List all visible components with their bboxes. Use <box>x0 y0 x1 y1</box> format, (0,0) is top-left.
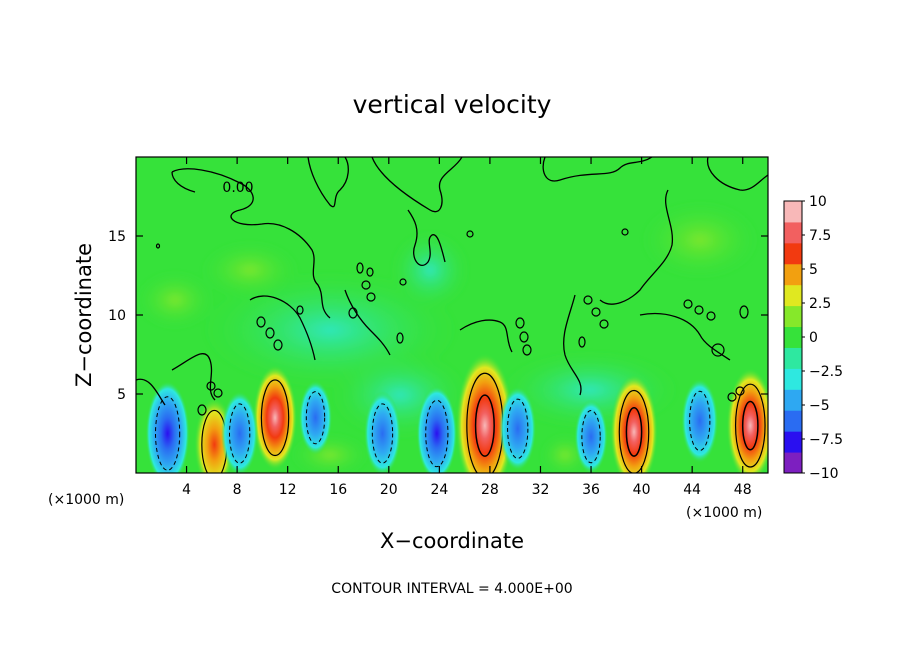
colorbar-segment <box>784 284 802 307</box>
colorbar-label: −2.5 <box>809 364 843 380</box>
downdraft-cell <box>574 399 608 473</box>
updraft-cell <box>253 365 298 471</box>
downdraft-contour <box>305 391 326 445</box>
colorbar-segment <box>784 221 802 244</box>
chart-title: vertical velocity <box>353 90 552 119</box>
downdraft-contour <box>371 403 394 464</box>
field-shading <box>136 200 760 473</box>
updraft-cell <box>455 352 514 473</box>
downdraft-cell <box>298 380 333 455</box>
x-unit-label-right: (×1000 m) <box>686 505 762 521</box>
y-axis: 5 10 15 <box>108 229 768 403</box>
colorbar-label: −5 <box>809 398 830 414</box>
x-tick-label: 48 <box>734 482 752 498</box>
x-axis: 4 8 12 16 20 24 28 32 36 40 44 48 <box>182 157 752 498</box>
x-tick-label: 12 <box>279 482 297 498</box>
downdraft-cell <box>499 386 537 472</box>
downdraft-contour <box>507 398 529 459</box>
updraft-contour-inner <box>741 400 759 451</box>
x-tick-label: 44 <box>683 482 701 498</box>
colorbar-label: 0 <box>809 330 818 346</box>
y-tick-label: 5 <box>117 387 126 403</box>
updraft-cell <box>726 368 768 473</box>
downdraft-contour <box>425 399 449 468</box>
downdraft-contour <box>155 396 181 471</box>
x-tick-label: 32 <box>532 482 550 498</box>
colorbar-segment <box>784 431 802 453</box>
colorbar-segment <box>784 263 802 286</box>
contour-interval-text: CONTOUR INTERVAL = 4.000E+00 <box>331 581 572 597</box>
x-tick-label: 20 <box>380 482 398 498</box>
x-tick-label: 16 <box>329 482 347 498</box>
downdraft-contour <box>228 403 251 464</box>
x-axis-label: X−coordinate <box>380 529 524 553</box>
colorbar-segment <box>784 389 802 411</box>
downdraft-cell <box>364 391 401 473</box>
y-tick-label: 10 <box>108 308 126 324</box>
colorbar-label: 5 <box>809 262 818 278</box>
updraft-contour-inner <box>625 407 643 457</box>
updraft-contour <box>734 383 766 468</box>
colorbar-segment <box>784 452 802 474</box>
colorbar-segment <box>784 410 802 432</box>
colorbar-label: 7.5 <box>809 228 831 244</box>
plume-features <box>145 352 768 473</box>
downdraft-cell <box>221 391 259 473</box>
colorbar-segment <box>784 305 802 328</box>
x-tick-label: 24 <box>430 482 448 498</box>
colorbar-label: 10 <box>809 194 827 210</box>
y-axis-label: Z−coordinate <box>72 243 96 387</box>
x-tick-label: 8 <box>233 482 242 498</box>
colorbar-label: −10 <box>809 466 839 482</box>
x-unit-label-left: (×1000 m) <box>48 492 124 508</box>
contour-loops <box>155 228 749 416</box>
updraft-contour <box>618 389 650 473</box>
downdraft-cell <box>416 386 458 473</box>
colorbar-segment <box>784 368 802 390</box>
colorbar-segment <box>784 326 802 348</box>
colorbar: 10 7.5 5 2.5 0 −2.5 −5 −7.5 −10 <box>783 194 843 482</box>
x-tick-label: 4 <box>182 482 191 498</box>
downdraft-contour <box>689 390 711 452</box>
y-tick-label: 15 <box>108 229 126 245</box>
colorbar-label: 2.5 <box>809 296 831 312</box>
x-tick-label: 40 <box>633 482 651 498</box>
colorbar-segment <box>784 242 802 265</box>
x-tick-label: 28 <box>481 482 499 498</box>
updraft-contour <box>260 379 290 457</box>
colorbar-segment <box>784 201 802 223</box>
contour-label: 0.00 <box>222 180 253 196</box>
colorbar-segment <box>784 347 802 369</box>
updraft-contour-inner <box>474 394 495 457</box>
colorbar-label: −7.5 <box>809 432 843 448</box>
updraft-cell <box>610 374 658 473</box>
downdraft-cell <box>681 378 719 464</box>
downdraft-contour <box>581 410 601 464</box>
x-tick-label: 36 <box>582 482 600 498</box>
